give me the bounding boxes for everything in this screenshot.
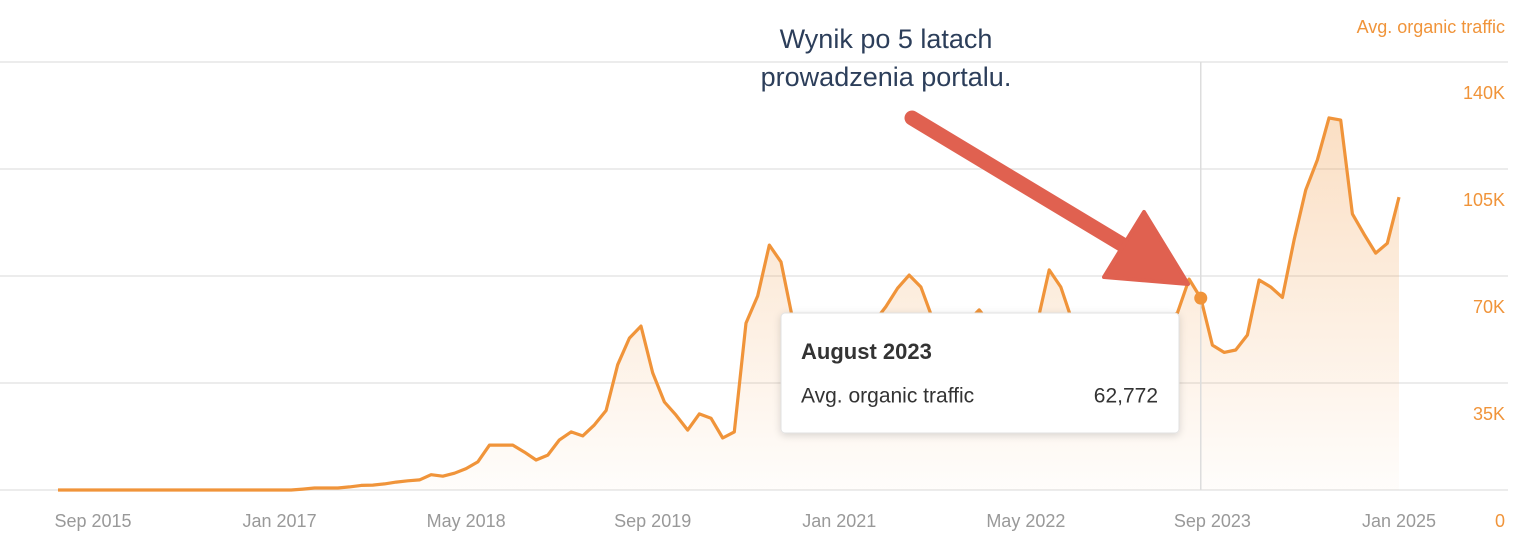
tooltip: August 2023 Avg. organic traffic 62,772 — [780, 312, 1180, 434]
x-tick-label: May 2018 — [427, 511, 506, 531]
hover-point — [1194, 291, 1208, 305]
tooltip-label: Avg. organic traffic — [801, 385, 974, 408]
annotation: Wynik po 5 latach — [780, 24, 993, 54]
y-tick-label: 70K — [1473, 297, 1505, 317]
x-tick-label: Sep 2019 — [614, 511, 691, 531]
grid: 0 35K 70K 105K 140K Sep 2015 Jan 2017 May 2018 S… — [0, 61, 1508, 531]
y-axis-title: Avg. organic traffic — [1357, 17, 1505, 37]
arrow — [904, 110, 1190, 286]
y-tick-label: 0 — [1495, 511, 1505, 531]
arrow-shaft — [904, 110, 1136, 256]
annotation: prowadzenia portalu. — [761, 62, 1012, 92]
x-tick-label: Jan 2017 — [243, 511, 317, 531]
x-tick-label: Jan 2025 — [1362, 511, 1436, 531]
x-tick-label: Jan 2021 — [802, 511, 876, 531]
x-tick-label: Sep 2023 — [1174, 511, 1251, 531]
x-tick-label: May 2022 — [986, 511, 1065, 531]
y-tick-label: 35K — [1473, 404, 1505, 424]
tooltip-title: August 2023 — [801, 339, 932, 364]
x-tick-label: Sep 2015 — [54, 511, 131, 531]
tooltip-box — [780, 312, 1180, 434]
y-tick-label: 105K — [1463, 190, 1505, 210]
y-tick-label: 140K — [1463, 83, 1505, 103]
arrow-head — [1102, 210, 1190, 286]
tooltip-value: 62,772 — [1094, 385, 1158, 408]
